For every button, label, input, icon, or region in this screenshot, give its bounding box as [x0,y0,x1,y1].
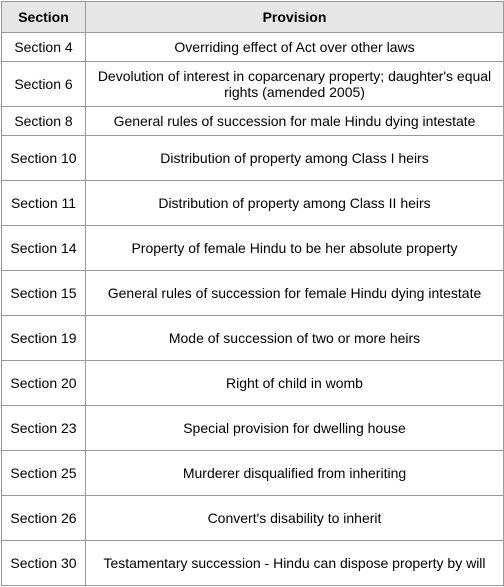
header-provision: Provision [85,1,504,33]
provision-cell: Devolution of interest in coparcenary pr… [85,61,504,107]
provision-cell: Convert's disability to inherit [85,495,504,541]
section-cell: Section 23 [1,405,86,451]
section-cell: Section 26 [1,495,86,541]
section-cell: Section 10 [1,135,86,181]
table-row: Section 15 General rules of succession f… [1,270,504,316]
table-row: Section 11 Distribution of property amon… [1,180,504,226]
section-cell: Section 6 [1,61,86,107]
table-header-row: Section Provision [1,1,504,33]
section-cell: Section 25 [1,450,86,496]
table-row: Section 8 General rules of succession fo… [1,106,504,136]
provision-cell: Right of child in womb [85,360,504,406]
header-section: Section [1,1,86,33]
table-row: Section 14 Property of female Hindu to b… [1,225,504,271]
provision-cell: Distribution of property among Class II … [85,180,504,226]
table-row: Section 20 Right of child in womb [1,360,504,406]
table-row: Section 6 Devolution of interest in copa… [1,61,504,107]
provision-cell: Property of female Hindu to be her absol… [85,225,504,271]
provision-cell: Mode of succession of two or more heirs [85,315,504,361]
table-row: Section 26 Convert's disability to inher… [1,495,504,541]
section-cell: Section 8 [1,106,86,136]
table-row: Section 30 Testamentary succession - Hin… [1,540,504,586]
provision-cell: Special provision for dwelling house [85,405,504,451]
table-row: Section 23 Special provision for dwellin… [1,405,504,451]
table-row: Section 25 Murderer disqualified from in… [1,450,504,496]
section-cell: Section 11 [1,180,86,226]
section-cell: Section 15 [1,270,86,316]
provision-cell: Overriding effect of Act over other laws [85,32,504,62]
table-row: Section 19 Mode of succession of two or … [1,315,504,361]
section-cell: Section 19 [1,315,86,361]
section-cell: Section 4 [1,32,86,62]
provision-cell: Distribution of property among Class I h… [85,135,504,181]
section-cell: Section 14 [1,225,86,271]
provision-cell: General rules of succession for male Hin… [85,106,504,136]
provision-cell: Testamentary succession - Hindu can disp… [85,540,504,586]
table-row: Section 4 Overriding effect of Act over … [1,32,504,62]
provision-cell: General rules of succession for female H… [85,270,504,316]
section-cell: Section 30 [1,540,86,586]
table-row: Section 10 Distribution of property amon… [1,135,504,181]
section-cell: Section 20 [1,360,86,406]
provision-cell: Murderer disqualified from inheriting [85,450,504,496]
